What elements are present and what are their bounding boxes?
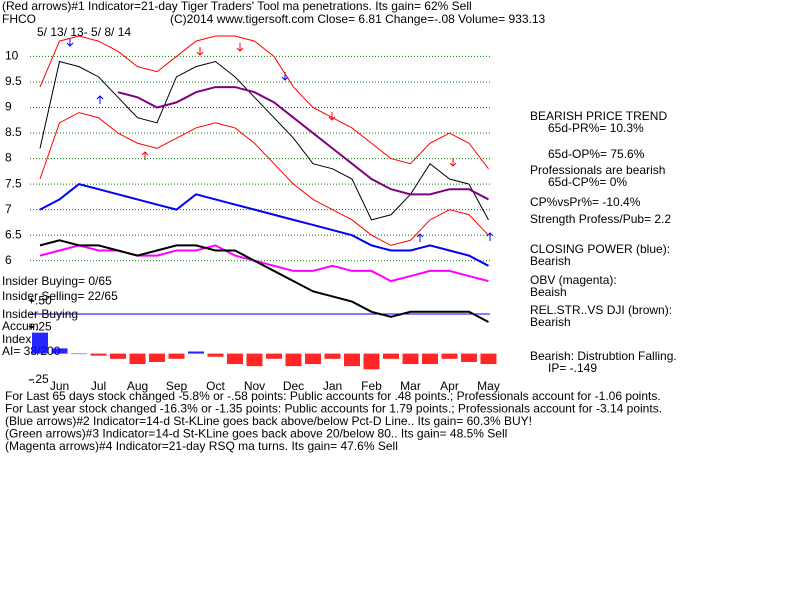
x-tick-label: Nov xyxy=(244,379,265,393)
stat-text: CP%vsPr%= -10.4% xyxy=(530,195,641,209)
arrow xyxy=(236,43,244,52)
footer-text: (Green arrows)#3 Indicator=14-d St-KLine… xyxy=(5,427,507,441)
insider-text: Accum xyxy=(2,319,39,333)
accum-bar xyxy=(129,353,146,365)
stat-text: IP= -.149 xyxy=(548,361,597,375)
stat-text: Beaish xyxy=(530,285,567,299)
arrow xyxy=(96,95,104,104)
footer-text: For Last year stock changed -16.3% or -1… xyxy=(5,402,662,416)
symbol: FHCO xyxy=(2,12,36,26)
y-tick-label: +.50 xyxy=(28,293,52,307)
arrow xyxy=(196,47,204,56)
x-tick-label: Sep xyxy=(166,379,188,393)
stat-text: 65d-CP%= 0% xyxy=(548,175,627,189)
footer-text: (Magenta arrows)#4 Indicator=21-day RSQ … xyxy=(5,439,398,453)
accum-bar xyxy=(227,353,243,365)
x-tick-label: Dec xyxy=(283,379,304,393)
stat-text: Professionals are bearish xyxy=(530,163,665,177)
series-line xyxy=(117,86,489,201)
x-tick-label: May xyxy=(477,379,500,393)
arrow xyxy=(449,158,457,167)
header-line: (C)2014 www.tigersoft.com Close= 6.81 Ch… xyxy=(170,12,546,26)
stat-text: BEARISH PRICE TREND xyxy=(530,109,667,123)
y-tick-label: 7.5 xyxy=(5,176,22,190)
series-line xyxy=(39,183,489,267)
x-tick-label: Apr xyxy=(440,379,459,393)
y-tick-label: 8 xyxy=(5,151,12,165)
x-tick-label: Jul xyxy=(91,379,106,393)
accum-bar xyxy=(110,353,126,359)
insider-text: Insider Buying= 0/65 xyxy=(2,274,112,288)
stat-text: 65d-OP%= 75.6% xyxy=(548,147,645,161)
accum-bar xyxy=(441,353,458,359)
y-tick-label: 6.5 xyxy=(5,227,22,241)
accum-bar xyxy=(32,332,48,354)
footer-text: (Blue arrows)#2 Indicator=14-d St-KLine … xyxy=(5,414,532,428)
accum-bar xyxy=(266,353,282,359)
date-range: 5/ 13/ 13- 5/ 8/ 14 xyxy=(37,25,131,39)
x-tick-label: Oct xyxy=(206,379,225,393)
accum-bar xyxy=(324,353,341,359)
x-tick-label: Aug xyxy=(127,379,148,393)
accum-bar xyxy=(480,353,497,365)
y-tick-label: +.25 xyxy=(28,320,52,334)
accum-bar xyxy=(168,353,185,359)
y-tick-label: 9 xyxy=(5,100,12,114)
x-tick-label: Mar xyxy=(400,379,421,393)
insider-text: Insider Selling= 22/65 xyxy=(2,289,118,303)
y-tick-label: 9.5 xyxy=(5,74,22,88)
accum-bar xyxy=(188,351,204,354)
x-tick-label: Jun xyxy=(50,379,69,393)
series-line xyxy=(39,35,489,170)
stat-text: CLOSING POWER (blue): xyxy=(530,242,670,256)
y-tick-label: 7 xyxy=(5,202,12,216)
accum-bar xyxy=(461,353,477,362)
y-tick-label: 10 xyxy=(5,49,19,63)
accum-bar xyxy=(344,353,360,367)
accum-bar xyxy=(422,353,438,365)
accum-bar xyxy=(207,353,224,357)
accum-bar xyxy=(149,353,165,362)
footer-text: For Last 65 days stock changed -5.8% or … xyxy=(5,389,661,403)
insider-text: Insider Buying xyxy=(2,307,78,321)
accum-bar xyxy=(305,353,321,365)
y-tick-label: 8.5 xyxy=(5,125,22,139)
y-tick-label: -.25 xyxy=(28,372,49,386)
accum-bar xyxy=(402,353,419,365)
accum-bar xyxy=(90,353,107,356)
insider-text: Index xyxy=(2,332,31,346)
stat-text: Bearish xyxy=(530,254,571,268)
header-line: (Red arrows)#1 Indicator=21-day Tiger Tr… xyxy=(2,0,472,13)
arrow xyxy=(66,38,74,47)
series-line xyxy=(39,239,489,323)
accum-bar xyxy=(363,353,380,370)
stat-text: Bearish xyxy=(530,315,571,329)
accum-bar xyxy=(71,353,87,355)
y-tick-label: 6 xyxy=(5,253,12,267)
stat-text: Strength Profess/Pub= 2.2 xyxy=(530,212,671,226)
stat-text: 65d-PR%= 10.3% xyxy=(548,121,644,135)
series-line xyxy=(39,60,489,221)
stat-text: REL.STR..VS DJI (brown): xyxy=(530,303,672,317)
series-line xyxy=(39,112,489,246)
x-tick-label: Jan xyxy=(323,379,342,393)
accum-bar xyxy=(285,353,302,367)
accum-bar xyxy=(383,353,399,359)
accum-bar xyxy=(246,353,263,367)
accum-bar xyxy=(51,348,68,354)
stat-text: OBV (magenta): xyxy=(530,273,617,287)
stat-text: Bearish: Distrubtion Falling. xyxy=(530,349,677,363)
x-tick-label: Feb xyxy=(361,379,382,393)
